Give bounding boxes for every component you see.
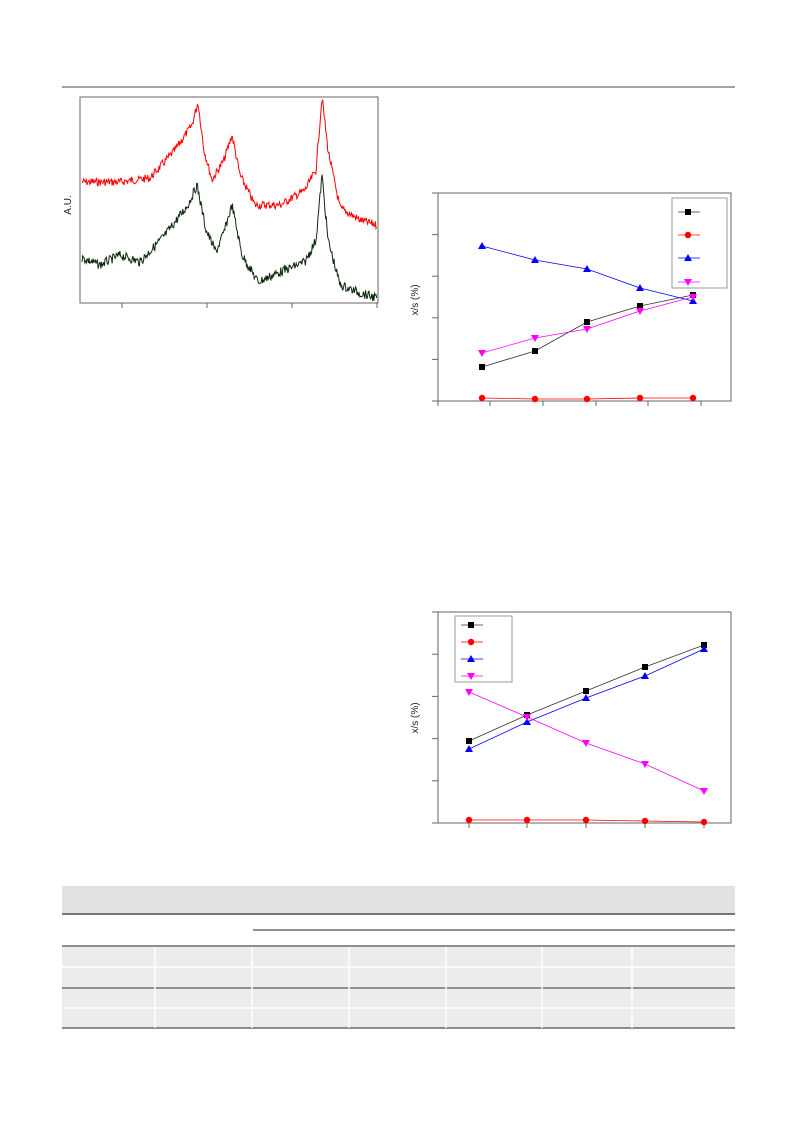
marker (700, 818, 708, 826)
marker (584, 319, 590, 325)
marker (642, 664, 648, 670)
marker (685, 209, 691, 215)
marker (637, 303, 643, 309)
marker (582, 816, 590, 824)
marker (523, 714, 531, 721)
marker (523, 816, 531, 824)
marker (582, 694, 590, 701)
ratio-figure: x/s (%) (410, 192, 732, 406)
marker (531, 335, 539, 342)
spectrum-figure: A.U. (63, 96, 379, 308)
marker (532, 348, 538, 354)
marker (684, 231, 692, 239)
marker (465, 816, 473, 824)
marker (636, 308, 644, 315)
marker (641, 672, 649, 679)
marker (467, 638, 475, 646)
marker (684, 279, 692, 286)
marker (689, 394, 697, 402)
plot-frame (437, 192, 732, 402)
marker (531, 395, 539, 403)
marker (467, 673, 475, 680)
marker (466, 738, 472, 744)
marker (684, 254, 692, 261)
marker (465, 689, 473, 696)
marker (583, 265, 591, 272)
column-separators (62, 947, 735, 1028)
marker (583, 326, 591, 333)
marker (641, 817, 649, 825)
y-axis-label: x/s (%) (410, 284, 421, 315)
marker (700, 645, 708, 652)
y-axis-label: x/s (%) (410, 702, 421, 733)
marker (468, 622, 474, 628)
ratio-figure: x/s (%) (410, 611, 732, 828)
legend-box (454, 615, 513, 683)
series-line (481, 245, 694, 302)
marker (479, 364, 485, 370)
marker (689, 294, 697, 301)
marker (478, 242, 486, 249)
marker (700, 788, 708, 795)
marker (636, 284, 644, 291)
table (62, 886, 735, 1029)
spectrum-trace (81, 98, 378, 230)
marker (478, 394, 486, 402)
marker (582, 740, 590, 747)
marker (523, 718, 531, 725)
y-axis-label: A.U. (63, 195, 74, 214)
marker (467, 655, 475, 662)
legend-box (671, 197, 728, 289)
marker (531, 256, 539, 263)
marker (465, 745, 473, 752)
marker (478, 350, 486, 357)
marker (636, 394, 644, 402)
marker (641, 761, 649, 768)
spectrum-trace (81, 174, 378, 301)
plot-frame (79, 96, 379, 304)
marker (583, 688, 589, 694)
plot-frame (437, 611, 732, 824)
marker (583, 395, 591, 403)
table-caption-band (62, 886, 735, 913)
